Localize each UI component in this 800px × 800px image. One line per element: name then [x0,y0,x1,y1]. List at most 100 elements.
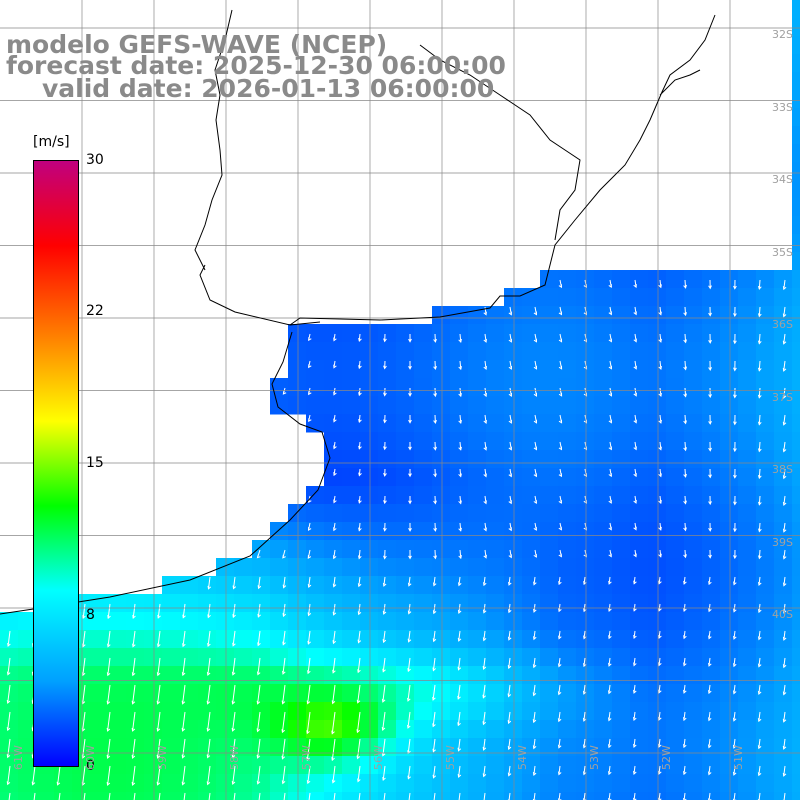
field-cell [234,576,253,595]
arrow-head [6,699,11,704]
field-cell [666,702,685,721]
field-cell [630,504,649,523]
field-cell [432,666,451,685]
arrow-head [658,797,662,800]
arrow-head [683,554,687,559]
field-cell [630,414,649,433]
field-cell [702,432,721,451]
field-cell [0,612,19,631]
field-cell [666,576,685,595]
direction-arrow [407,657,411,672]
direction-arrow [182,657,186,676]
arrow-head [206,700,211,705]
field-cell [522,702,541,721]
field-cell [594,792,613,800]
field-cell [414,576,433,595]
arrow-head [357,669,361,674]
field-cell [702,540,721,559]
field-cell [396,576,415,595]
field-cell [108,720,127,739]
arrow-head [633,392,637,397]
forecast-date: forecast date: 2025-12-30 06:00:00 [6,51,506,80]
field-cell [576,342,595,361]
direction-arrow [157,765,161,785]
arrow-head [633,419,637,424]
field-cell [576,738,595,757]
arrow-head [733,340,737,345]
field-cell [576,522,595,541]
direction-arrow [182,765,186,785]
field-cell [630,612,649,631]
field-cell [216,612,235,631]
direction-arrow [332,657,336,673]
field-cell [612,774,631,793]
field-cell [270,756,289,775]
field-cell [558,270,577,289]
field-cell [198,666,217,685]
field-cell [306,666,325,685]
field-cell [360,684,379,703]
field-cell [216,576,235,595]
direction-arrow [482,711,486,725]
field-cell [522,648,541,667]
field-cell [432,702,451,721]
field-cell [306,558,325,577]
arrow-head [232,614,236,619]
arrow-head [732,771,737,776]
direction-arrow [132,711,136,732]
field-cell [378,774,397,793]
field-cell [144,756,163,775]
field-cell [648,738,667,757]
field-cell [342,522,361,541]
field-cell [558,576,577,595]
field-cell [486,414,505,433]
arrow-head [757,367,762,372]
field-cell [792,738,800,757]
field-cell [360,720,379,739]
arrow-head [533,608,537,613]
arrow-head [782,340,787,345]
field-cell [666,432,685,451]
arrow-head [458,366,462,371]
field-cell [108,612,127,631]
field-cell [792,756,800,775]
arrow-head [633,770,637,775]
arrow-head [182,643,186,648]
field-cell [252,540,271,559]
direction-arrow [758,414,761,425]
field-cell [576,270,595,289]
direction-arrow [758,360,761,371]
field-cell [18,756,37,775]
arrow-head [131,754,136,759]
arrow-head [457,666,462,671]
latitude-label: 40S [772,608,793,621]
field-cell [648,630,667,649]
arrow-head [658,553,662,558]
field-cell [540,306,559,325]
field-cell [360,378,379,397]
model-title: modelo GEFS-WAVE (NCEP) [6,30,388,59]
field-cell [630,684,649,703]
field-cell [504,720,523,739]
arrow-head [757,745,762,750]
arrow-head [383,472,387,477]
arrow-head [733,285,737,290]
field-cell [720,504,739,523]
colorbar-unit: [m/s] [33,134,70,150]
field-cell [666,486,685,505]
arrow-head [333,472,337,477]
field-cell [738,774,757,793]
arrow-head [658,580,662,585]
arrow-head [683,500,687,505]
longitude-label: 61W [12,745,25,770]
arrow-head [381,752,386,757]
field-cell [432,774,451,793]
direction-arrow [132,738,136,759]
direction-arrow [257,765,261,784]
arrow-head [633,365,637,370]
field-cell [450,414,469,433]
field-cell [774,558,793,577]
field-cell [792,36,800,55]
arrow-head [331,757,335,762]
field-cell [108,648,127,667]
